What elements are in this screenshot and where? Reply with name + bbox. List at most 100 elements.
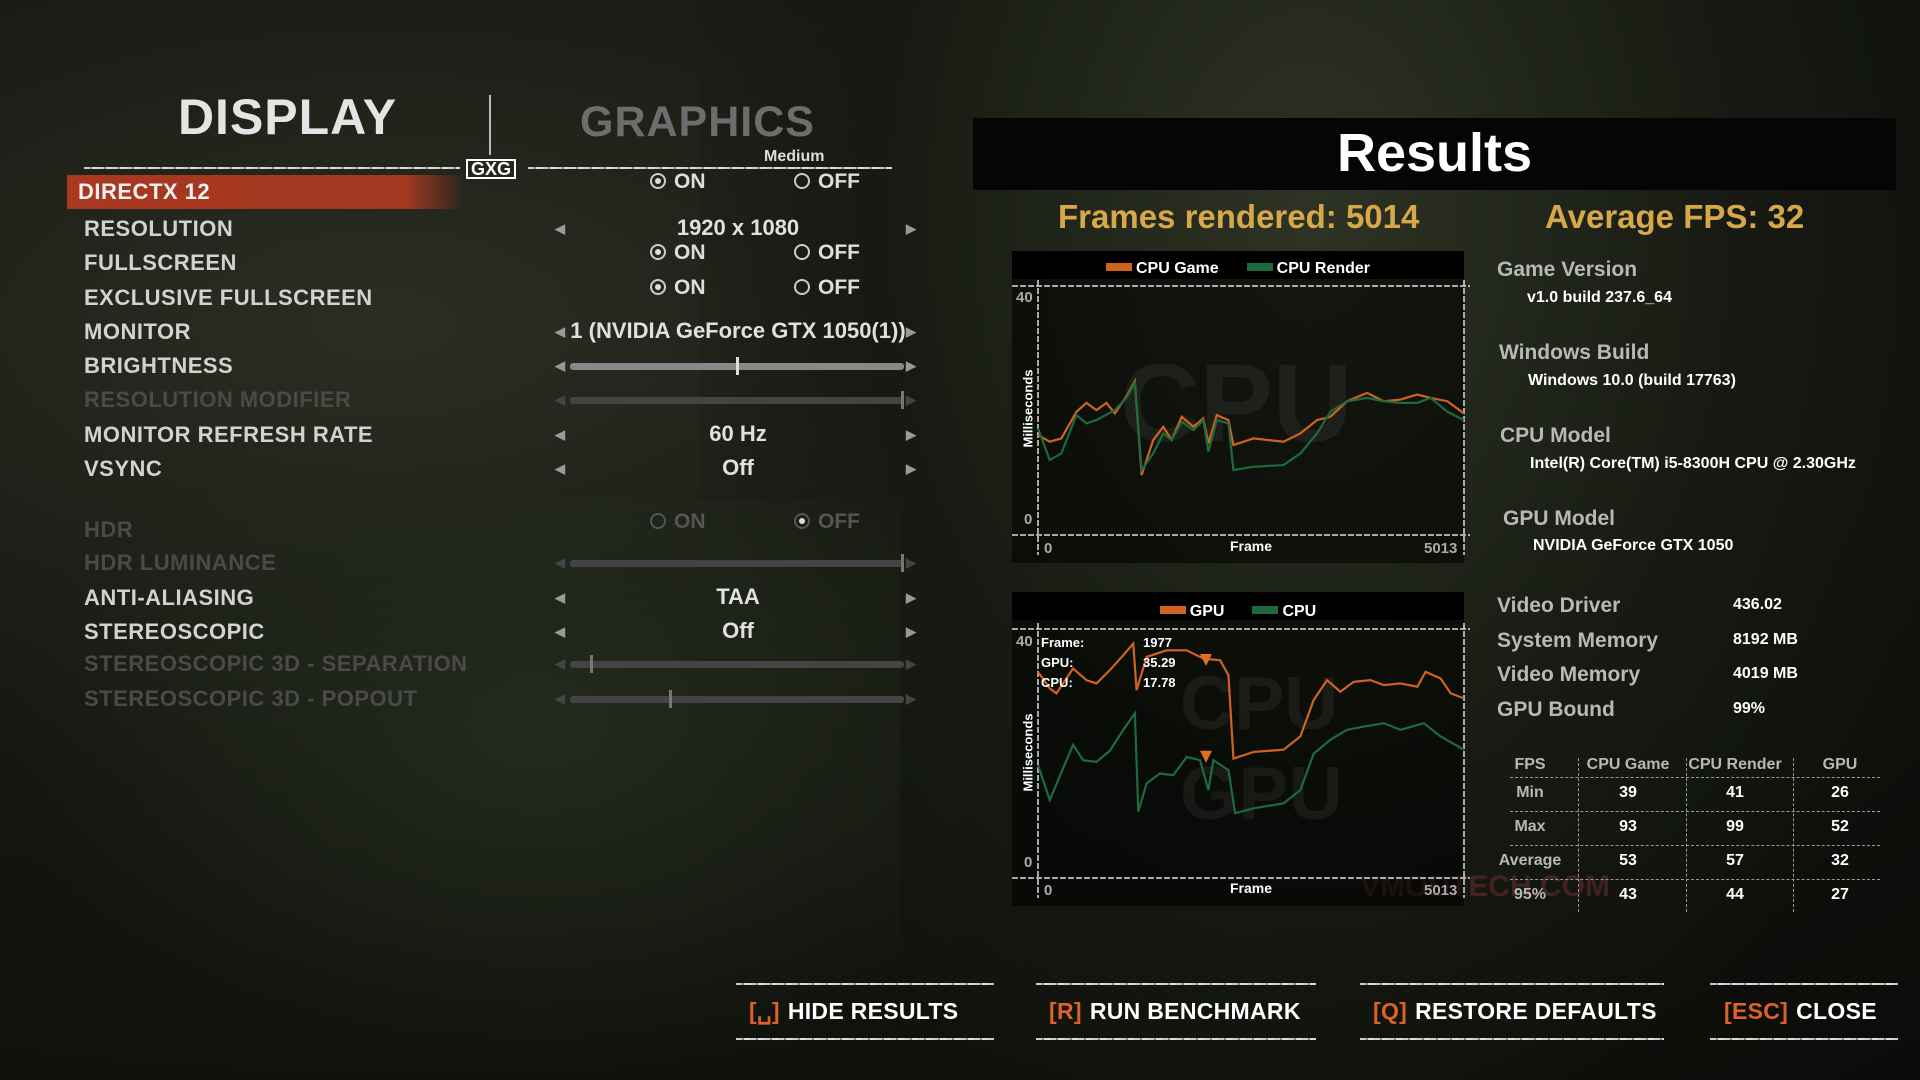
arrow-left-icon[interactable]: ◀ [555, 691, 565, 706]
arrow-left-icon[interactable]: ◀ [555, 221, 565, 236]
setting-label[interactable]: VSYNC [84, 456, 163, 481]
radio-on[interactable]: ON [650, 276, 706, 300]
arrow-right-icon[interactable]: ▶ [906, 590, 916, 605]
radio-circle-icon [650, 279, 666, 295]
setting-value[interactable]: TAA [716, 584, 760, 609]
legend-item: GPU [1159, 603, 1224, 620]
setting-slider[interactable] [570, 655, 904, 673]
slider-handle[interactable] [901, 391, 904, 409]
arrow-left-icon[interactable]: ◀ [555, 427, 565, 442]
button-restore-defaults[interactable]: [Q] RESTORE DEFAULTS [1373, 998, 1657, 1025]
arrow-left-icon[interactable]: ◀ [555, 624, 565, 639]
arrow-right-icon[interactable]: ▶ [906, 691, 916, 706]
arrow-right-icon[interactable]: ▶ [906, 358, 916, 373]
tab-graphics[interactable]: GRAPHICS [580, 98, 815, 146]
button-run-benchmark[interactable]: [R] RUN BENCHMARK [1049, 998, 1301, 1025]
slider-handle[interactable] [735, 357, 739, 375]
radio-on[interactable]: ON [650, 241, 706, 265]
tab-display[interactable]: DISPLAY [177, 89, 398, 145]
setting-value[interactable]: 1 (NVIDIA GeForce GTX 1050(1)) [570, 318, 906, 343]
radio-label: ON [674, 510, 706, 533]
setting-label[interactable]: STEREOSCOPIC 3D - POPOUT [84, 686, 418, 711]
radio-on[interactable]: ON [650, 510, 706, 534]
setting-label[interactable]: BRIGHTNESS [84, 353, 234, 378]
radio-circle-icon [794, 513, 810, 529]
average-fps: Average FPS: 32 [1545, 198, 1805, 235]
radio-off[interactable]: OFF [794, 241, 860, 265]
table-cell: 53 [1619, 852, 1637, 869]
slider-handle[interactable] [901, 554, 904, 572]
stat-label: System Memory [1497, 628, 1659, 652]
arrow-left-icon[interactable]: ◀ [555, 392, 565, 407]
arrow-right-icon[interactable]: ▶ [906, 427, 916, 442]
radio-off[interactable]: OFF [794, 276, 860, 300]
arrow-left-icon[interactable]: ◀ [555, 358, 565, 373]
arrow-left-icon[interactable]: ◀ [555, 324, 565, 339]
arrow-right-icon[interactable]: ▶ [906, 392, 916, 407]
radio-circle-icon [650, 244, 666, 260]
chart-legend: CPU Game CPU Render [1012, 260, 1464, 278]
button-hide-results[interactable]: [␣] HIDE RESULTS [749, 998, 958, 1025]
button-border [1710, 983, 1898, 985]
setting-label[interactable]: DIRECTX 12 [78, 179, 211, 204]
setting-slider[interactable] [570, 391, 904, 409]
arrow-right-icon[interactable]: ▶ [906, 324, 916, 339]
legend-label: CPU Game [1135, 260, 1219, 277]
results-header [973, 118, 1896, 190]
arrow-right-icon[interactable]: ▶ [906, 221, 916, 236]
slider-handle[interactable] [589, 655, 593, 673]
legend-swatch [1159, 606, 1186, 614]
setting-label[interactable]: HDR [84, 517, 134, 542]
setting-slider[interactable] [570, 690, 904, 708]
setting-label[interactable]: RESOLUTION [84, 216, 234, 241]
setting-label[interactable]: FULLSCREEN [84, 250, 237, 275]
arrow-right-icon[interactable]: ▶ [906, 461, 916, 476]
radio-off[interactable]: OFF [794, 170, 860, 194]
radio-on[interactable]: ON [650, 170, 706, 194]
table-cell: 52 [1831, 818, 1849, 835]
setting-value[interactable]: Off [722, 455, 754, 480]
setting-value[interactable]: 60 Hz [709, 421, 767, 446]
setting-label[interactable]: HDR LUMINANCE [84, 550, 277, 575]
results-title: Results [1336, 123, 1533, 183]
table-cell: 99 [1726, 818, 1744, 835]
radio-label: OFF [818, 510, 860, 533]
arrow-right-icon[interactable]: ▶ [906, 656, 916, 671]
info-value: v1.0 build 237.6_64 [1527, 289, 1672, 306]
setting-value[interactable]: Off [722, 618, 754, 643]
stat-value: 99% [1733, 699, 1766, 717]
setting-label[interactable]: MONITOR [84, 319, 191, 344]
info-value: Windows 10.0 (build 17763) [1528, 372, 1736, 389]
setting-slider[interactable] [570, 357, 904, 375]
radio-off[interactable]: OFF [794, 510, 860, 534]
arrow-left-icon[interactable]: ◀ [555, 590, 565, 605]
table-divider [1510, 811, 1880, 812]
stat-value: 436.02 [1733, 596, 1782, 613]
setting-slider[interactable] [570, 554, 904, 572]
y-tick-label: 0 [1024, 511, 1033, 528]
arrow-right-icon[interactable]: ▶ [906, 624, 916, 639]
setting-label[interactable]: MONITOR REFRESH RATE [84, 422, 374, 447]
table-cell: 44 [1726, 886, 1744, 903]
gxg-logo: GXG [466, 159, 517, 179]
table-divider [1578, 758, 1579, 912]
setting-label[interactable]: STEREOSCOPIC [84, 619, 265, 644]
button-border [736, 1038, 994, 1040]
setting-label[interactable]: EXCLUSIVE FULLSCREEN [84, 285, 373, 310]
arrow-right-icon[interactable]: ▶ [906, 555, 916, 570]
arrow-left-icon[interactable]: ◀ [555, 656, 565, 671]
radio-circle-icon [650, 513, 666, 529]
arrow-left-icon[interactable]: ◀ [555, 555, 565, 570]
x-axis-label: Frame [1230, 538, 1273, 554]
setting-label[interactable]: RESOLUTION MODIFIER [84, 387, 352, 412]
setting-label[interactable]: ANTI-ALIASING [84, 585, 255, 610]
arrow-left-icon[interactable]: ◀ [555, 461, 565, 476]
button-border [1360, 1038, 1664, 1040]
legend-swatch [1252, 606, 1279, 614]
setting-label[interactable]: STEREOSCOPIC 3D - SEPARATION [84, 651, 468, 676]
setting-value[interactable]: 1920 x 1080 [676, 215, 800, 240]
button-close[interactable]: [ESC] CLOSE [1724, 998, 1877, 1025]
slider-handle[interactable] [669, 690, 673, 708]
radio-label: OFF [818, 170, 860, 193]
table-cell: 26 [1831, 784, 1849, 801]
